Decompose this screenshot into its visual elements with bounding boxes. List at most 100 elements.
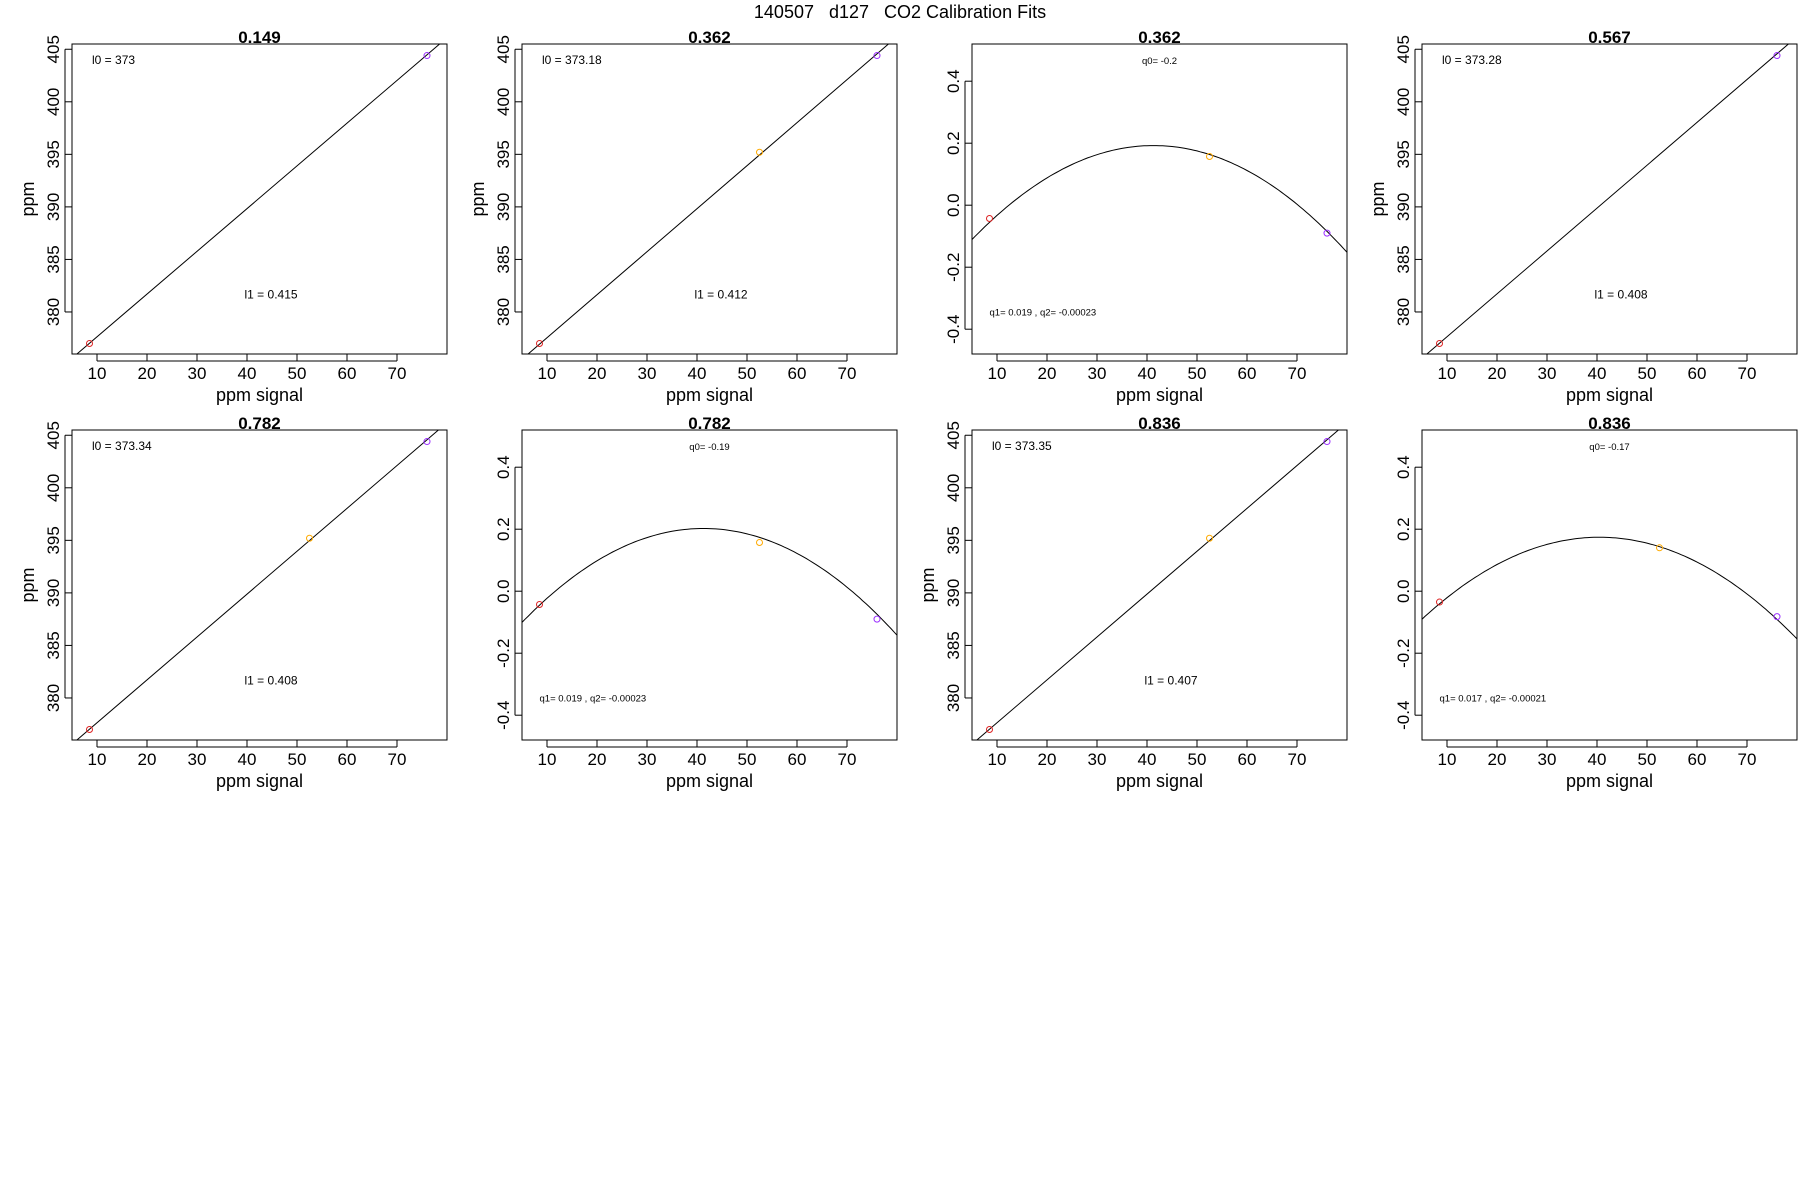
fit-curve [972, 145, 1347, 253]
y-tick-label: 380 [44, 298, 63, 326]
x-tick-label: 10 [88, 750, 107, 769]
x-tick-label: 40 [1138, 364, 1157, 383]
y-tick-label: 400 [944, 474, 963, 502]
y-tick-label: 390 [494, 193, 513, 221]
x-tick-label: 40 [688, 750, 707, 769]
fit-curve [522, 528, 897, 636]
x-axis-label: ppm signal [1116, 385, 1203, 405]
x-tick-label: 40 [1588, 750, 1607, 769]
x-tick-label: 40 [1138, 750, 1157, 769]
panel-title: 0.149 [238, 28, 281, 47]
x-tick-label: 70 [1288, 750, 1307, 769]
y-tick-label: 0.2 [1394, 517, 1413, 541]
panel-title: 0.567 [1588, 28, 1631, 47]
x-tick-label: 10 [988, 750, 1007, 769]
data-point [873, 52, 881, 60]
y-tick-label: 385 [44, 631, 63, 659]
fit-annotation: q1= 0.017 , q2= -0.00021 [1440, 693, 1547, 704]
plot-frame [971, 429, 1348, 741]
x-tick-label: 50 [288, 750, 307, 769]
x-axis-label: ppm signal [666, 771, 753, 791]
y-tick-label: 0.4 [494, 455, 513, 479]
x-tick-label: 70 [388, 364, 407, 383]
panel-4: 0.567 10 20 30 40 50 60 70 ppm signal 380 385 390 39… [1368, 28, 1798, 405]
x-tick-label: 30 [1538, 750, 1557, 769]
fit-annotation: q0= -0.17 [1589, 442, 1629, 453]
plot-area [1426, 44, 1790, 354]
data-point [1323, 229, 1331, 237]
y-tick-label: 390 [944, 579, 963, 607]
data-point [1436, 339, 1443, 347]
data-point [756, 539, 763, 547]
y-tick-label: 0.0 [494, 579, 513, 603]
data-point [423, 438, 431, 446]
y-tick-label: 0.4 [1394, 455, 1413, 479]
fit-annotation: l1 = 0.407 [1145, 673, 1198, 687]
x-tick-label: 60 [338, 364, 357, 383]
y-tick-label: 385 [44, 245, 63, 273]
y-tick-label: 405 [44, 35, 63, 63]
plot-frame [971, 43, 1348, 355]
plot-area [76, 430, 440, 740]
fit-annotation: l1 = 0.408 [1595, 287, 1648, 301]
x-tick-label: 30 [638, 750, 657, 769]
x-tick-label: 20 [1038, 750, 1057, 769]
data-point [986, 725, 993, 733]
y-tick-label: -0.2 [494, 639, 513, 668]
y-tick-label: 405 [944, 421, 963, 449]
x-tick-label: 50 [1638, 364, 1657, 383]
x-tick-label: 10 [988, 364, 1007, 383]
plot-frame [71, 429, 448, 741]
x-axis-label: ppm signal [666, 385, 753, 405]
y-tick-label: 395 [944, 526, 963, 554]
data-point [1656, 544, 1663, 552]
data-point [306, 534, 313, 542]
fit-line [76, 44, 441, 354]
x-axis-label: ppm signal [1566, 771, 1653, 791]
fit-annotation: l1 = 0.412 [695, 287, 748, 301]
y-tick-label: 0.0 [944, 193, 963, 217]
x-tick-label: 20 [1488, 750, 1507, 769]
plot-area [976, 430, 1340, 740]
plot-area [972, 145, 1347, 253]
x-tick-label: 40 [688, 364, 707, 383]
y-tick-label: 380 [944, 684, 963, 712]
y-tick-label: 385 [1394, 245, 1413, 273]
panel-title: 0.362 [688, 28, 731, 47]
data-point [86, 339, 93, 347]
data-point [536, 339, 543, 347]
y-tick-label: 0.4 [944, 69, 963, 93]
panel-2: 0.362 10 20 30 40 50 60 70 ppm signal 380 385 390 39… [468, 28, 898, 405]
x-tick-label: 60 [1238, 364, 1257, 383]
y-tick-label: 380 [1394, 298, 1413, 326]
fit-annotation: l0 = 373.34 [92, 439, 152, 453]
panel-title: 0.836 [1138, 414, 1181, 433]
y-tick-label: 400 [44, 88, 63, 116]
x-tick-label: 40 [238, 750, 257, 769]
fit-annotation: l1 = 0.415 [245, 287, 298, 301]
y-tick-label: 0.0 [1394, 579, 1413, 603]
fit-annotation: l0 = 373.18 [542, 53, 602, 67]
plot-frame [71, 43, 448, 355]
fit-line [527, 44, 890, 354]
data-point [1206, 153, 1213, 161]
x-tick-label: 40 [1588, 364, 1607, 383]
y-tick-label: 400 [494, 88, 513, 116]
fit-annotation: q1= 0.019 , q2= -0.00023 [540, 693, 647, 704]
x-tick-label: 20 [138, 364, 157, 383]
x-tick-label: 70 [1288, 364, 1307, 383]
x-tick-label: 10 [538, 364, 557, 383]
x-tick-label: 20 [588, 364, 607, 383]
fit-annotation: l1 = 0.408 [245, 673, 298, 687]
fit-annotation: l0 = 373.28 [1442, 53, 1502, 67]
y-tick-label: 400 [44, 474, 63, 502]
x-tick-label: 50 [1188, 750, 1207, 769]
x-tick-label: 20 [1038, 364, 1057, 383]
x-axis-label: ppm signal [216, 385, 303, 405]
y-axis-label: ppm [918, 567, 938, 602]
y-axis-label: ppm [1368, 181, 1388, 216]
y-tick-label: 385 [944, 631, 963, 659]
fit-curve [1422, 536, 1797, 640]
y-tick-label: 405 [1394, 35, 1413, 63]
x-tick-label: 70 [1738, 750, 1757, 769]
